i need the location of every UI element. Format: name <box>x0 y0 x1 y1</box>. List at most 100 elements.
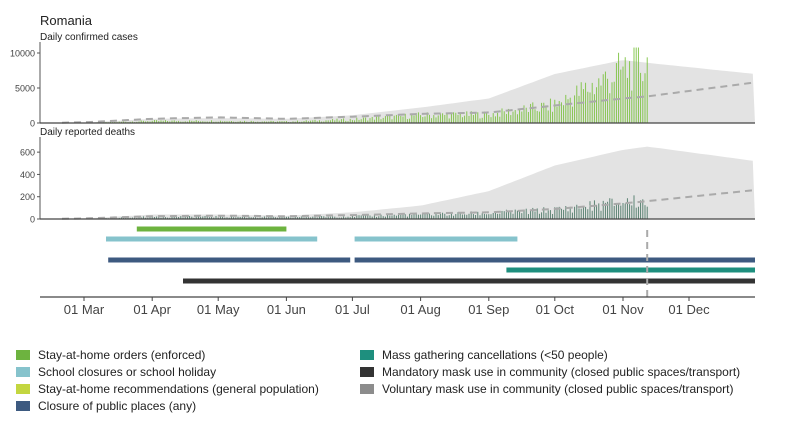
deaths-bar <box>318 215 320 219</box>
deaths-bar <box>343 216 345 219</box>
deaths-bar <box>127 217 129 219</box>
deaths-bar <box>536 208 538 219</box>
deaths-bar <box>530 209 532 219</box>
intervention-bar <box>354 236 518 242</box>
cases-bar <box>314 119 316 123</box>
deaths-bar <box>483 213 485 219</box>
deaths-bar <box>468 213 470 219</box>
cases-bar <box>633 47 635 123</box>
deaths-bar <box>334 216 336 219</box>
cases-bar <box>609 93 611 123</box>
figure-canvas: 0 5000 10000 0 200 400 600 01 Mar 01 Apr 01 May 01… <box>10 42 756 317</box>
cases-bar <box>277 121 279 123</box>
deaths-bar <box>329 216 331 219</box>
cases-bar <box>211 120 213 123</box>
cases-bar <box>576 85 578 123</box>
cases-bar <box>151 120 153 123</box>
cases-bar <box>448 118 450 123</box>
cases-bar <box>477 112 479 123</box>
cases-bar <box>310 120 312 123</box>
deaths-projection-line <box>61 189 756 220</box>
deaths-bar <box>171 216 173 219</box>
cases-bar <box>512 111 514 123</box>
deaths-bar <box>189 215 191 219</box>
cases-bar <box>457 114 459 123</box>
deaths-bar <box>239 216 241 219</box>
cases-bar <box>327 120 329 123</box>
legend-swatch <box>16 367 30 377</box>
cases-bar <box>479 118 481 123</box>
deaths-bar <box>380 214 382 219</box>
deaths-bar <box>446 215 448 219</box>
cases-bar <box>303 121 305 123</box>
cases-bar <box>587 91 589 123</box>
cases-bar <box>356 117 358 123</box>
intervention-bar <box>506 267 755 273</box>
deaths-bar <box>376 216 378 219</box>
deaths-bar <box>494 212 496 219</box>
deaths-bar <box>547 210 549 219</box>
deaths-uncertainty-band <box>40 146 755 219</box>
deaths-bar <box>453 215 455 219</box>
cases-bar <box>140 120 142 123</box>
deaths-bar <box>402 214 404 219</box>
deaths-bar <box>532 207 534 219</box>
cases-bar <box>543 102 545 123</box>
deaths-bar <box>211 216 213 219</box>
deaths-panel-title: Daily reported deaths <box>40 127 136 138</box>
deaths-bar <box>197 216 199 219</box>
deaths-bar <box>327 216 329 219</box>
deaths-bar <box>497 213 499 219</box>
deaths-bar <box>523 210 525 219</box>
cases-bar <box>406 119 408 123</box>
deaths-bar <box>314 216 316 219</box>
deaths-bar <box>556 207 558 219</box>
cases-bar <box>459 113 461 123</box>
cases-bar <box>384 116 386 123</box>
legend-swatch <box>360 367 374 377</box>
cases-bar <box>475 113 477 123</box>
cases-bar <box>349 118 351 123</box>
cases-bar <box>547 110 549 123</box>
deaths-bar <box>519 210 521 219</box>
deaths-bar <box>525 208 527 219</box>
deaths-bar <box>499 213 501 219</box>
cases-bar <box>323 121 325 123</box>
cases-bar <box>461 117 463 123</box>
deaths-bar <box>305 217 307 219</box>
cases-bar <box>519 110 521 123</box>
deaths-bar <box>290 217 292 219</box>
cases-bar <box>417 112 419 123</box>
deaths-bar <box>576 204 578 219</box>
cases-bar <box>336 118 338 123</box>
cases-bar <box>437 115 439 123</box>
cases-bar <box>340 119 342 123</box>
cases-bar <box>244 120 246 123</box>
cases-bar <box>171 120 173 123</box>
cases-bar <box>635 47 637 123</box>
deaths-y-tick-label: 600 <box>20 148 35 158</box>
cases-bar <box>173 120 175 123</box>
cases-bar <box>118 121 120 123</box>
deaths-bar <box>296 217 298 219</box>
deaths-bar <box>175 217 177 219</box>
deaths-bar <box>578 208 580 219</box>
deaths-bar <box>252 217 254 219</box>
cases-bar <box>261 121 263 123</box>
cases-bar <box>554 99 556 123</box>
cases-bar <box>426 112 428 123</box>
cases-bar <box>402 116 404 123</box>
deaths-bar <box>457 212 459 219</box>
cases-bar <box>281 121 283 123</box>
cases-uncertainty-band <box>40 60 755 123</box>
deaths-bar <box>552 213 554 219</box>
cases-bar <box>560 102 562 123</box>
cases-bar <box>453 112 455 123</box>
deaths-bar <box>178 217 180 219</box>
cases-bar <box>142 120 144 123</box>
timeline-x-tick-label: 01 Jul <box>335 302 370 317</box>
cases-bar <box>510 115 512 123</box>
deaths-bar <box>503 211 505 219</box>
cases-bar <box>505 114 507 123</box>
deaths-bar <box>321 216 323 219</box>
